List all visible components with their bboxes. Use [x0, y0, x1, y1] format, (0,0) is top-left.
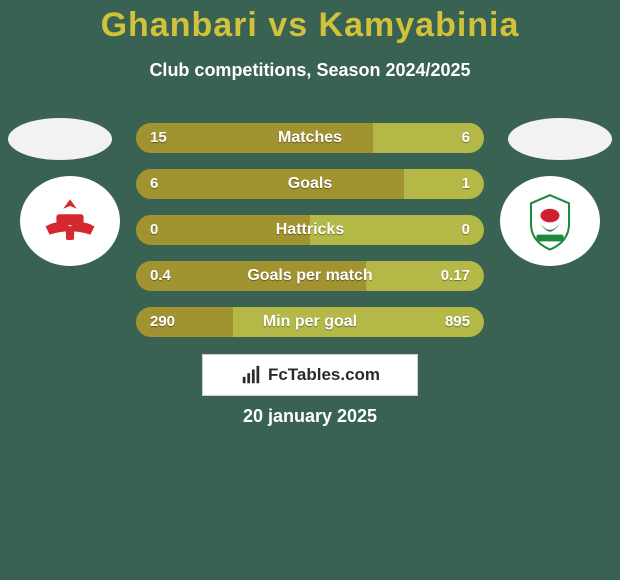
stat-label: Goals	[136, 169, 484, 199]
stat-label: Hattricks	[136, 215, 484, 245]
club-crest-right	[500, 176, 600, 266]
comparison-canvas: Ghanbari vs Kamyabinia Club competitions…	[0, 0, 620, 580]
club-crest-left	[20, 176, 120, 266]
stat-label: Min per goal	[136, 307, 484, 337]
watermark-text: FcTables.com	[268, 365, 380, 385]
stat-value-left: 6	[150, 169, 158, 199]
stat-value-left: 0.4	[150, 261, 171, 291]
date-label: 20 january 2025	[0, 406, 620, 427]
crest-left-icon	[36, 187, 104, 255]
chart-icon	[240, 364, 262, 386]
stat-value-right: 0	[462, 215, 470, 245]
flag-left	[8, 118, 112, 160]
stat-row: Goals per match0.4 0.17	[136, 261, 484, 291]
page-title: Ghanbari vs Kamyabinia	[0, 6, 620, 45]
stat-label: Matches	[136, 123, 484, 153]
stat-value-left: 0	[150, 215, 158, 245]
stat-value-right: 1	[462, 169, 470, 199]
flag-right	[508, 118, 612, 160]
crest-right-icon	[516, 187, 584, 255]
stat-row: Min per goal290 895	[136, 307, 484, 337]
stat-row: Matches15 6	[136, 123, 484, 153]
stat-label: Goals per match	[136, 261, 484, 291]
stat-row: Goals6 1	[136, 169, 484, 199]
watermark-badge: FcTables.com	[202, 354, 418, 396]
stat-value-right: 895	[445, 307, 470, 337]
stat-row: Hattricks0 0	[136, 215, 484, 245]
stat-value-right: 0.17	[441, 261, 470, 291]
stat-value-left: 290	[150, 307, 175, 337]
page-subtitle: Club competitions, Season 2024/2025	[0, 60, 620, 81]
stat-value-left: 15	[150, 123, 167, 153]
stat-value-right: 6	[462, 123, 470, 153]
stats-container: Matches156Goals61Hattricks00Goals per ma…	[136, 123, 484, 353]
